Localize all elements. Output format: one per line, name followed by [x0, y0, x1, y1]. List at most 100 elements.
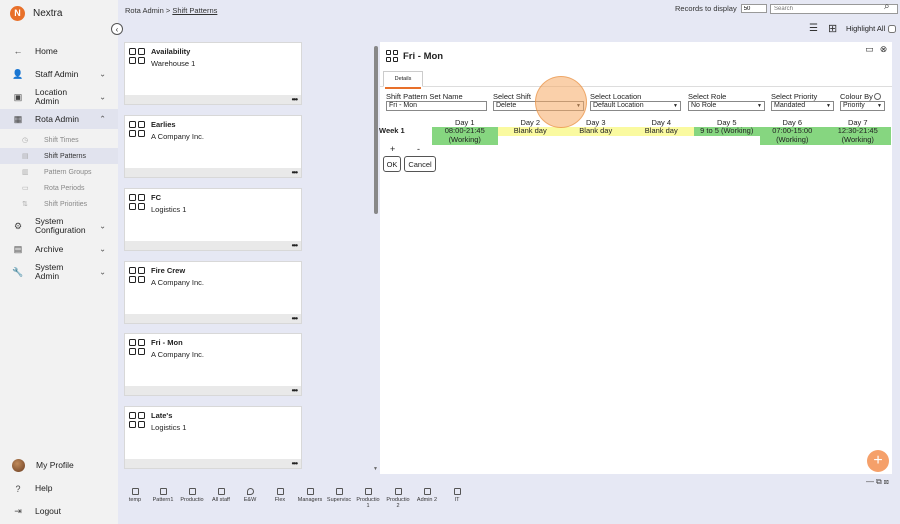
- more-options-icon[interactable]: •••: [291, 168, 298, 177]
- pattern-grid-icon: [386, 50, 398, 62]
- period-icon: ▭: [22, 185, 29, 192]
- close-icon[interactable]: ⊗: [879, 43, 888, 54]
- sidebar-item-my-profile[interactable]: My Profile: [0, 454, 118, 477]
- records-to-display: Records to display: [675, 4, 767, 13]
- add-week-button[interactable]: +: [390, 144, 396, 154]
- breadcrumb-current[interactable]: Shift Patterns: [172, 6, 218, 15]
- more-options-icon[interactable]: •••: [291, 386, 298, 395]
- sidebar-sub-rota-periods[interactable]: ▭ Rota Periods: [22, 184, 85, 193]
- quickbar-item[interactable]: Pattern1: [148, 488, 178, 503]
- quickbar-item[interactable]: Flex: [265, 488, 295, 503]
- highlight-all: Highlight All: [846, 24, 897, 33]
- sidebar-sub-pattern-groups[interactable]: ▥ Pattern Groups: [22, 168, 92, 177]
- close-window-icon[interactable]: ⊠: [883, 477, 891, 486]
- highlight-all-checkbox[interactable]: [888, 24, 897, 33]
- pattern-icon: ▤: [22, 153, 29, 160]
- day-cell[interactable]: Blank day: [563, 126, 629, 136]
- quickbar-item[interactable]: Managers: [295, 488, 325, 503]
- cancel-button[interactable]: Cancel: [404, 156, 436, 172]
- cursor-highlight: [535, 76, 587, 128]
- select-role-dropdown[interactable]: No Role ▼: [688, 101, 765, 111]
- day-cell[interactable]: 07:00-15:00 (Working): [759, 126, 825, 145]
- sidebar-item-logout[interactable]: ⇥ Logout: [0, 500, 118, 523]
- remove-week-button[interactable]: -: [417, 144, 420, 154]
- calendar-icon: ▦: [13, 113, 23, 124]
- chevron-down-icon: ⌄: [99, 92, 106, 102]
- pattern-card[interactable]: Fire Crew A Company Inc. •••: [124, 261, 302, 324]
- sidebar-item-rota-admin[interactable]: ▦ Rota Admin ⌃: [0, 109, 118, 129]
- more-options-icon[interactable]: •••: [291, 95, 298, 104]
- quickbar-item[interactable]: E&W: [235, 488, 265, 503]
- search-input[interactable]: [770, 4, 898, 14]
- pattern-card[interactable]: Earlies A Company Inc. •••: [124, 115, 302, 178]
- list-view-icon[interactable]: ☰: [809, 23, 818, 34]
- more-options-icon[interactable]: •••: [291, 314, 298, 323]
- chevron-down-icon: ▼: [673, 103, 678, 109]
- day-cell[interactable]: Blank day: [628, 126, 694, 136]
- sidebar-sub-shift-patterns[interactable]: ▤ Shift Patterns: [0, 148, 118, 164]
- tab-details[interactable]: Details: [383, 71, 423, 87]
- set-name-input[interactable]: Fri - Mon: [386, 101, 487, 111]
- day-cell[interactable]: 12:30-21:45 (Working): [825, 126, 891, 145]
- day-cell[interactable]: Blank day: [497, 126, 563, 136]
- more-options-icon[interactable]: •••: [291, 459, 298, 468]
- detail-title: Fri - Mon: [403, 51, 444, 62]
- search-icon[interactable]: ⌕: [884, 1, 890, 12]
- minimize-icon[interactable]: —: [866, 477, 876, 486]
- colour-by-dropdown[interactable]: Priority ▼: [840, 101, 885, 111]
- priority-icon: ⇅: [22, 201, 28, 208]
- chevron-down-icon: ⌄: [99, 69, 106, 79]
- pattern-card[interactable]: Late's Logistics 1 •••: [124, 406, 302, 469]
- day-cell[interactable]: 08:00-21:45 (Working): [432, 126, 498, 145]
- quickbar-item[interactable]: Productio 2: [383, 488, 413, 509]
- day-column: Day 7 12:30-21:45 (Working): [825, 118, 891, 145]
- person-icon: [423, 488, 431, 495]
- pattern-grid-icon: [129, 267, 145, 283]
- avatar: [12, 459, 25, 472]
- breadcrumb: Rota Admin > Shift Patterns: [125, 6, 218, 15]
- sidebar-item-staff-admin[interactable]: 👤 Staff Admin ⌄: [12, 68, 106, 79]
- grid-view-icon[interactable]: ⊞: [828, 23, 838, 35]
- pattern-card[interactable]: FC Logistics 1 •••: [124, 188, 302, 251]
- sidebar-item-system-configuration[interactable]: ⚙ System Configuration ⌄: [13, 216, 106, 235]
- quickbar-item[interactable]: temp: [120, 488, 150, 503]
- day-cell[interactable]: 9 to 5 (Working): [694, 126, 760, 136]
- more-options-icon[interactable]: •••: [291, 241, 298, 250]
- quickbar-item[interactable]: All staff: [206, 488, 236, 503]
- bottom-nav: My Profile ? Help ⇥ Logout: [0, 454, 118, 523]
- card-list-scrollbar[interactable]: [374, 46, 378, 214]
- scroll-down-icon[interactable]: ▼: [373, 466, 378, 472]
- quickbar-item[interactable]: IT: [442, 488, 472, 503]
- sidebar-sub-shift-times[interactable]: ◷ Shift Times: [22, 136, 79, 145]
- colour-by-field: Colour By Priority ▼: [840, 93, 885, 111]
- quickbar-item[interactable]: Admin 2: [412, 488, 442, 503]
- pattern-grid-icon: [129, 121, 145, 137]
- add-pattern-button[interactable]: +: [867, 450, 889, 472]
- select-location-dropdown[interactable]: Default Location ▼: [590, 101, 681, 111]
- maximize-icon[interactable]: ▭: [865, 43, 874, 54]
- location-icon: ▣: [13, 91, 23, 102]
- person-icon: [306, 488, 314, 495]
- collapse-sidebar-button[interactable]: ‹: [111, 23, 123, 35]
- main-nav: ← Home 👤 Staff Admin ⌄ ▣ Location Admin …: [0, 40, 118, 284]
- sidebar-item-location-admin[interactable]: ▣ Location Admin ⌄: [13, 87, 106, 106]
- quickbar-item[interactable]: Productio 1: [353, 488, 383, 509]
- pattern-card[interactable]: Availability Warehouse 1 •••: [124, 42, 302, 105]
- pattern-card[interactable]: Fri - Mon A Company Inc. •••: [124, 333, 302, 396]
- records-input[interactable]: [740, 4, 767, 13]
- breadcrumb-root[interactable]: Rota Admin: [125, 6, 164, 15]
- ok-button[interactable]: OK: [383, 156, 401, 172]
- sidebar-item-help[interactable]: ? Help: [0, 477, 118, 500]
- pattern-grid-icon: [129, 412, 145, 428]
- brand[interactable]: N Nextra: [10, 5, 62, 21]
- day-column: Day 2 Blank day: [497, 118, 563, 136]
- quickbar-item[interactable]: Productio: [177, 488, 207, 503]
- sidebar-item-home[interactable]: ← Home: [13, 45, 58, 56]
- sidebar-item-archive[interactable]: ▤ Archive ⌄: [13, 243, 106, 254]
- select-priority-dropdown[interactable]: Mandated ▼: [771, 101, 834, 111]
- colour-palette-icon[interactable]: [873, 93, 881, 100]
- sidebar-sub-shift-priorities[interactable]: ⇅ Shift Priorities: [22, 200, 88, 209]
- restore-icon[interactable]: ⧉: [876, 477, 884, 486]
- quickbar-item[interactable]: Supervisc: [324, 488, 354, 503]
- sidebar-item-system-admin[interactable]: 🔧 System Admin ⌄: [12, 262, 106, 281]
